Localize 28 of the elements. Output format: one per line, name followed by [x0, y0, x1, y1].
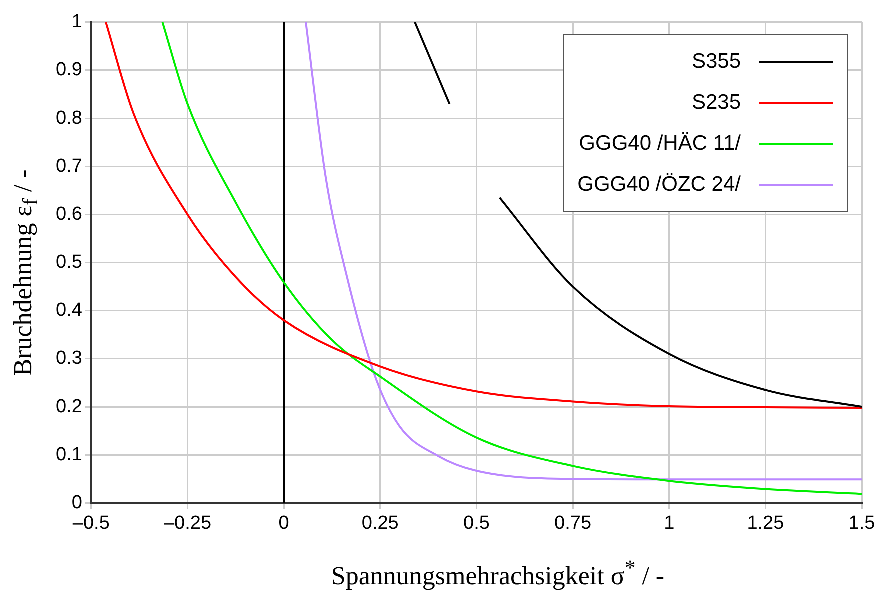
legend-label: GGG40 /HÄC 11/ [579, 132, 741, 156]
legend-label: GGG40 /ÖZC 24/ [578, 172, 741, 196]
legend-label: S355 [692, 50, 741, 74]
x-tick-label: 1.25 [747, 512, 784, 534]
x-axis-title: Spannungsmehrachsigkeit σ$^{*}$ / - [331, 556, 665, 592]
y-tick-label: 0.4 [56, 300, 83, 322]
y-tick-label: 0 [72, 492, 82, 514]
x-tick-label: 0.5 [463, 512, 490, 534]
x-tick-label: 0 [278, 512, 290, 534]
y-tick-label: 0.9 [56, 60, 82, 81]
line-series [105, 22, 862, 409]
y-tick-label: 0.8 [56, 108, 82, 129]
y-tick-label: 1 [72, 12, 82, 33]
line-series [162, 22, 862, 496]
legend-label: S235 [692, 90, 741, 114]
x-tick-label: 0.25 [362, 512, 399, 534]
x-tick-label: –0.25 [164, 512, 212, 534]
x-tick-label: 1.5 [848, 512, 876, 534]
y-tick-label: 0.5 [56, 252, 82, 274]
y-tick-label: 0.7 [56, 156, 82, 177]
y-tick-label: 0.3 [56, 348, 82, 370]
x-tick-label: –0.5 [72, 512, 110, 534]
y-tick-label: 0.1 [56, 444, 82, 466]
y-tick-label: 0.6 [56, 204, 82, 225]
y-tick-label: 0.2 [56, 396, 82, 418]
line-series [305, 22, 862, 481]
x-tick-label: 1 [664, 512, 675, 534]
x-tick-label: 0.75 [554, 512, 592, 534]
